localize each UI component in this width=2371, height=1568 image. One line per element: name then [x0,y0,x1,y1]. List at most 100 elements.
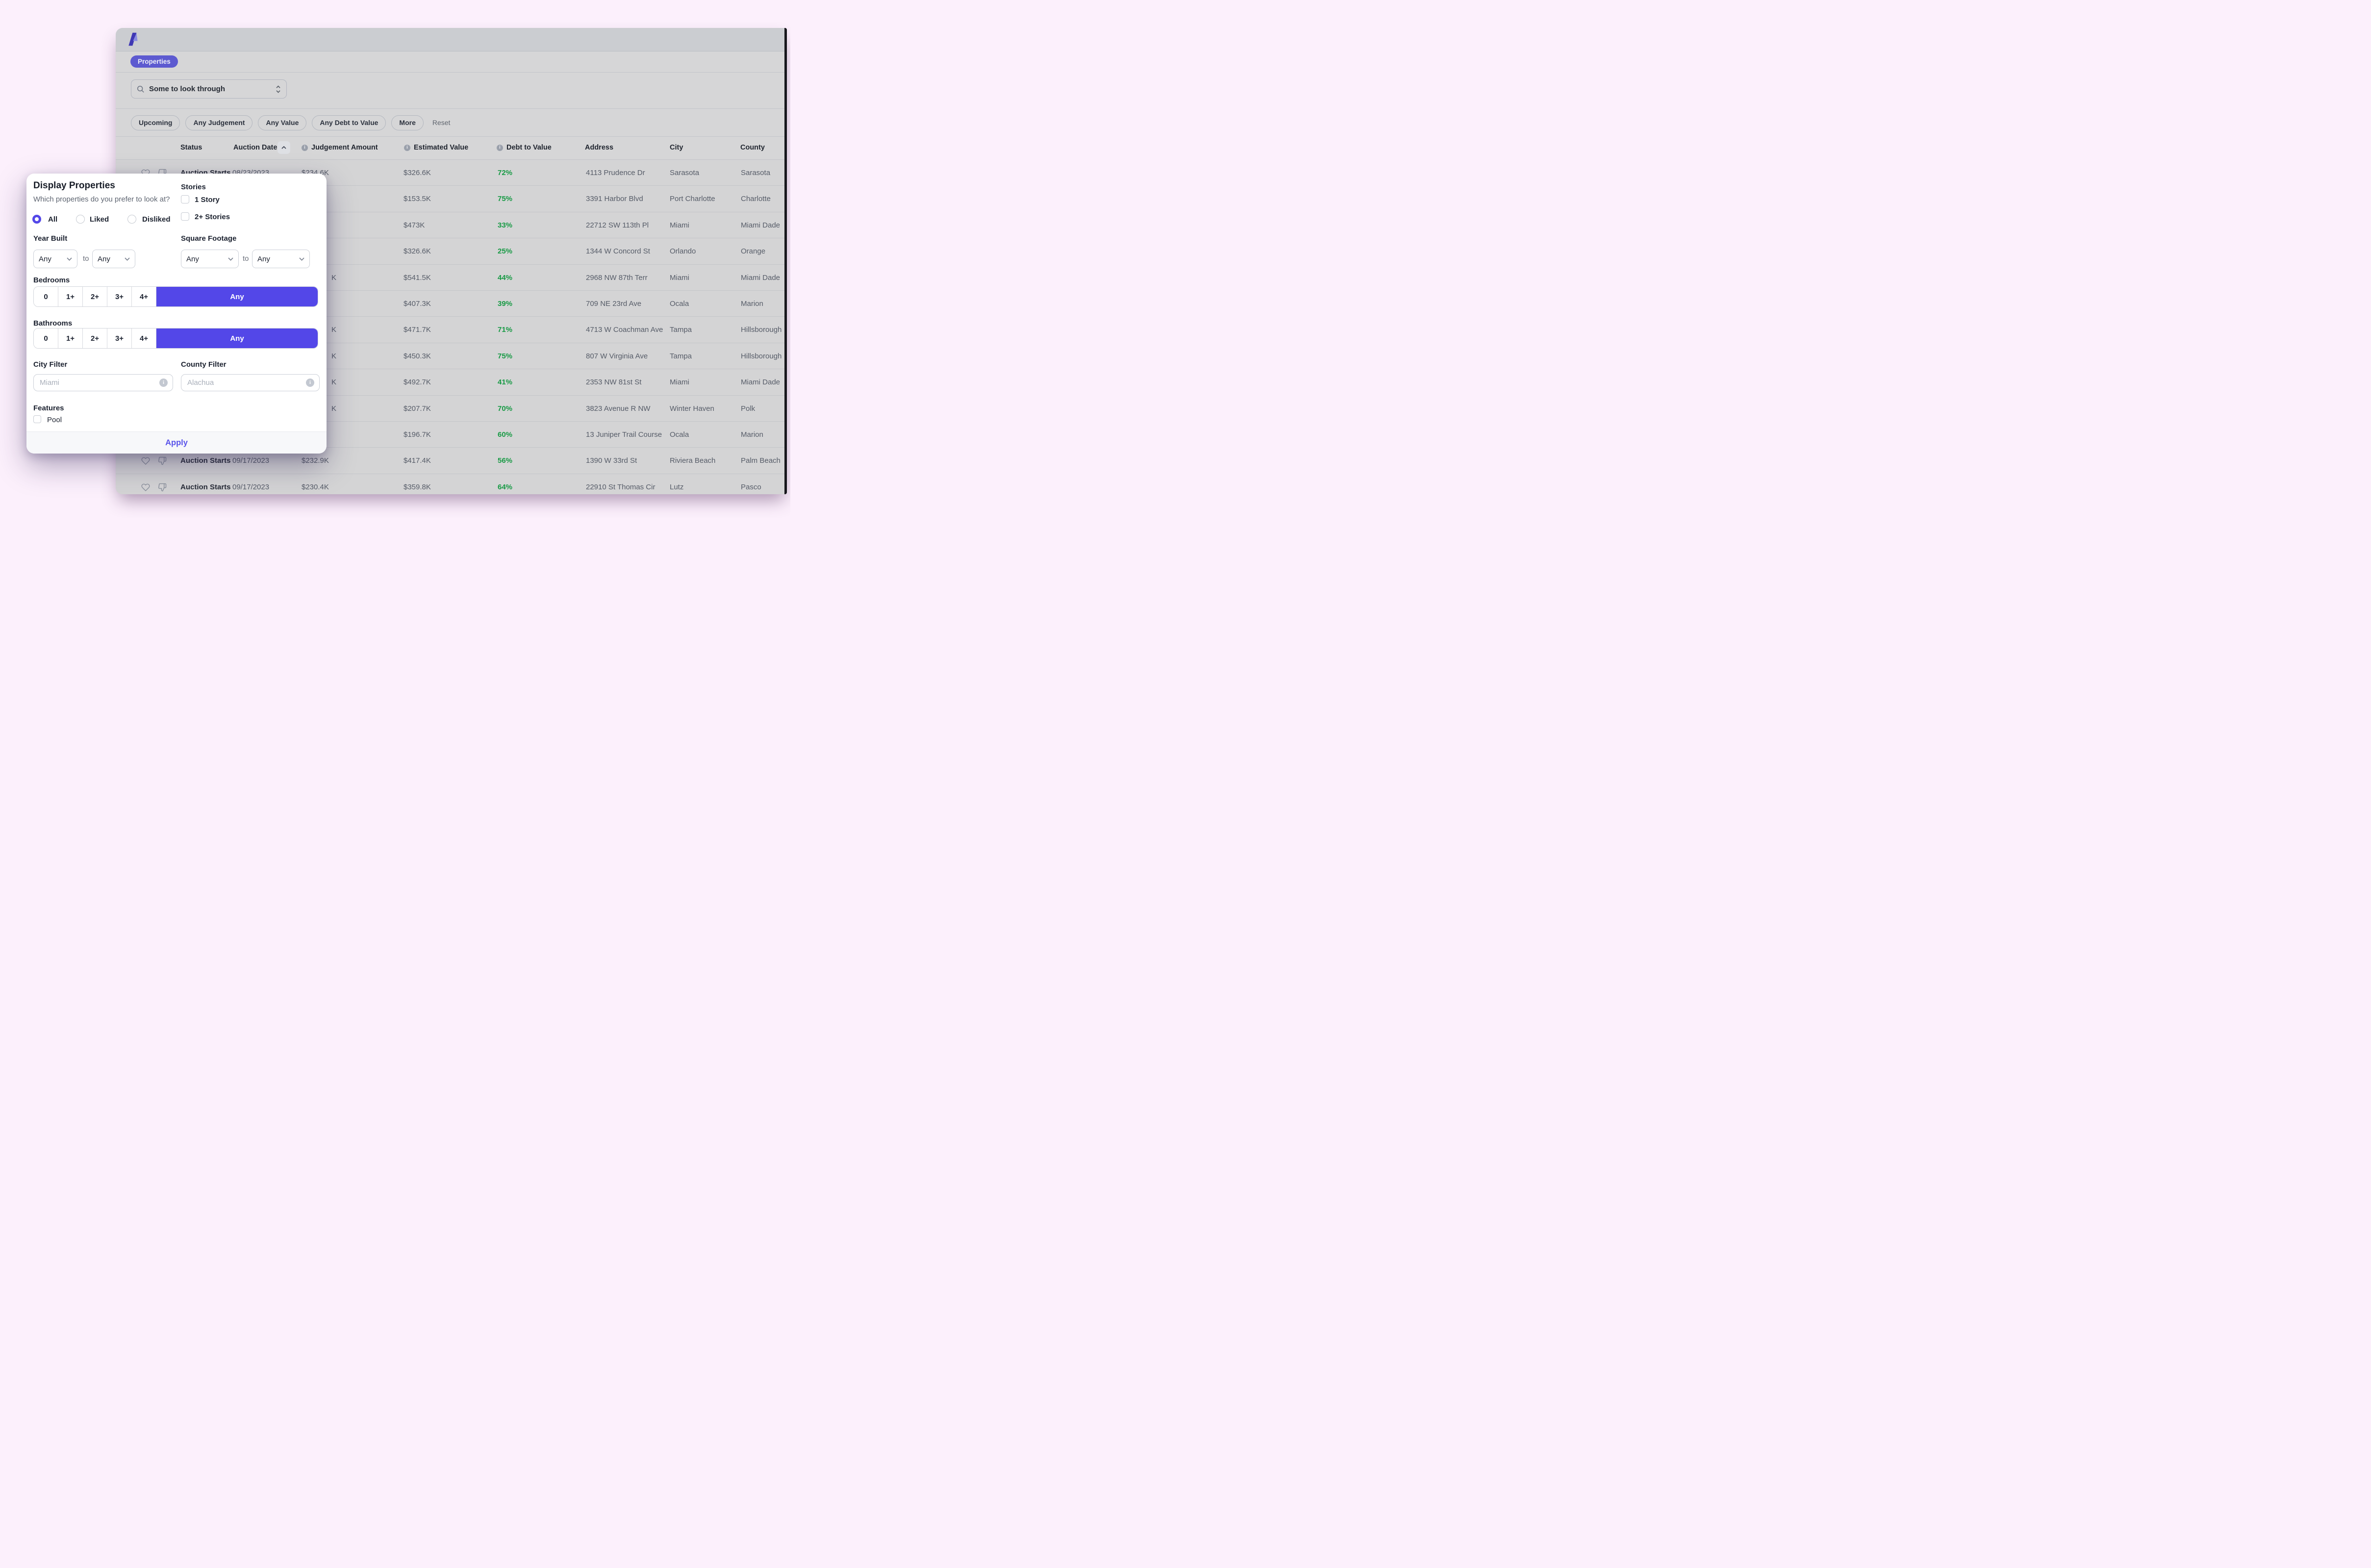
row-address: 1344 W Concord St [586,247,650,256]
heart-icon[interactable] [141,483,150,492]
table-row[interactable]: $326.6K 25% 1344 W Concord St Orlando Orange [116,238,784,265]
row-county: Miami Dade [741,378,781,387]
row-city: Miami [670,273,689,282]
table-row[interactable]: K $541.5K 44% 2968 NW 87th Terr Miami Miami D… [116,264,784,291]
table-row[interactable]: Auction Starts 09/17/2023 $232.9K $417.4K 56… [116,447,784,474]
app-logo-icon [128,32,138,46]
row-estimated-value: $196.7K [404,430,431,439]
row-county: Charlotte [741,195,771,203]
properties-badge[interactable]: Properties [130,55,178,68]
bathrooms-option-0[interactable]: 0 [34,329,58,348]
bathrooms-option-2plus[interactable]: 2+ [83,329,107,348]
row-debt-to-value: 64% [498,482,513,491]
filter-chip-any-judgement[interactable]: Any Judgement [185,115,253,130]
bathrooms-option-3plus[interactable]: 3+ [107,329,132,348]
checkbox-pool[interactable] [33,415,41,423]
row-estimated-value: $207.7K [404,404,431,413]
saved-search-select[interactable]: Some to look through [131,79,287,99]
heart-icon[interactable] [141,169,150,177]
table-row[interactable]: K $450.3K 75% 807 W Virginia Ave Tampa Hillsb… [116,342,784,370]
table-row[interactable]: $196.7K 60% 13 Juniper Trail Course Ocala Ma… [116,421,784,448]
bathrooms-option-1plus[interactable]: 1+ [58,329,83,348]
filter-chip-upcoming[interactable]: Upcoming [131,115,180,130]
table-row[interactable]: Auction Starts 09/17/2023 $230.4K $359.8K 64… [116,473,784,494]
checkbox-2-stories[interactable] [181,212,189,221]
card-right-edge-bar [784,28,787,494]
row-city: Winter Haven [670,404,714,413]
sort-indicator[interactable] [277,141,290,154]
checkbox-1-story[interactable] [181,195,189,203]
chevron-down-icon [299,257,304,261]
saved-search-value: Some to look through [149,85,225,93]
square-footage-to-select[interactable]: Any [252,250,310,268]
row-city: Ocala [670,300,689,308]
info-icon[interactable]: i [159,379,168,387]
table-row[interactable]: K $492.7K 41% 2353 NW 81st St Miami Miami Dad… [116,369,784,396]
checkbox-label: 2+ Stories [195,213,230,221]
bedrooms-option-any-selected[interactable]: Any [156,287,318,306]
row-address: 4713 W Coachman Ave [586,326,663,334]
filter-chip-more[interactable]: More [391,115,424,130]
row-estimated-value: $471.7K [404,326,431,334]
row-address: 13 Juniper Trail Course [586,430,662,439]
bathrooms-segmented-control: 0 1+ 2+ 3+ 4+ Any [33,328,318,349]
row-county: Miami Dade [741,273,781,282]
bedrooms-option-2plus[interactable]: 2+ [83,287,107,306]
row-debt-to-value: 72% [498,169,513,177]
row-city: Orlando [670,247,696,256]
row-debt-to-value: 75% [498,195,513,203]
year-built-to-select[interactable]: Any [92,250,135,268]
radio-disliked[interactable] [127,215,136,224]
bedrooms-option-3plus[interactable]: 3+ [107,287,132,306]
row-judgement-amount: $230.4K [302,482,329,491]
column-header-debt-to-value[interactable]: i Debt to Value [497,136,552,159]
column-header-status[interactable]: Status [180,144,202,152]
bathrooms-option-any-selected[interactable]: Any [156,329,318,348]
bathrooms-option-4plus[interactable]: 4+ [132,329,156,348]
bedrooms-option-4plus[interactable]: 4+ [132,287,156,306]
radio-all[interactable] [32,215,41,224]
table-row[interactable]: $473K 33% 22712 SW 113th Pl Miami Miami Dade [116,211,784,239]
bedrooms-option-1plus[interactable]: 1+ [58,287,83,306]
column-header-county[interactable]: County [740,144,765,152]
row-estimated-value: $450.3K [404,352,431,360]
table-row[interactable]: $153.5K 75% 3391 Harbor Blvd Port Charlotte… [116,185,784,212]
column-header-auction-date[interactable]: Auction Date [233,144,277,152]
year-built-from-select[interactable]: Any [33,250,77,268]
row-judgement-partial: K [331,326,337,334]
row-debt-to-value: 41% [498,378,513,387]
column-header-estimated-value[interactable]: i Estimated Value [404,136,468,159]
apply-button[interactable]: Apply [165,438,188,447]
table-row[interactable]: K $207.7K 70% 3823 Avenue R NW Winter Haven P… [116,395,784,422]
row-city: Tampa [670,326,692,334]
info-icon[interactable]: i [497,144,503,151]
column-header-city[interactable]: City [670,144,683,152]
filter-chip-any-debt-to-value[interactable]: Any Debt to Value [312,115,386,130]
column-header-address[interactable]: Address [585,144,614,152]
thumbs-down-icon[interactable] [158,456,167,465]
filter-chip-any-value[interactable]: Any Value [258,115,307,130]
row-debt-to-value: 60% [498,430,513,439]
radio-liked[interactable] [76,215,85,224]
county-filter-placeholder: Alachua [187,379,214,387]
reset-filters-button[interactable]: Reset [432,119,451,126]
year-built-label: Year Built [33,234,68,243]
modal-title: Display Properties [33,180,115,191]
info-icon[interactable]: i [404,144,410,151]
row-address: 22712 SW 113th Pl [586,221,649,229]
table-row[interactable]: $407.3K 39% 709 NE 23rd Ave Ocala Marion [116,290,784,317]
row-county: Hillsborough [741,352,782,360]
row-city: Lutz [670,482,684,491]
thumbs-down-icon[interactable] [158,483,167,492]
info-icon[interactable]: i [306,379,314,387]
square-footage-from-select[interactable]: Any [181,250,239,268]
info-icon[interactable]: i [302,144,308,151]
bedrooms-segmented-control: 0 1+ 2+ 3+ 4+ Any [33,286,318,307]
table-row[interactable]: K $471.7K 71% 4713 W Coachman Ave Tampa Hills… [116,316,784,343]
bedrooms-option-0[interactable]: 0 [34,287,58,306]
row-estimated-value: $326.6K [404,169,431,177]
column-header-judgement-amount[interactable]: i Judgement Amount [302,136,378,159]
county-filter-input[interactable]: Alachua i [181,374,320,391]
city-filter-input[interactable]: Miami i [33,374,173,391]
heart-icon[interactable] [141,456,150,465]
